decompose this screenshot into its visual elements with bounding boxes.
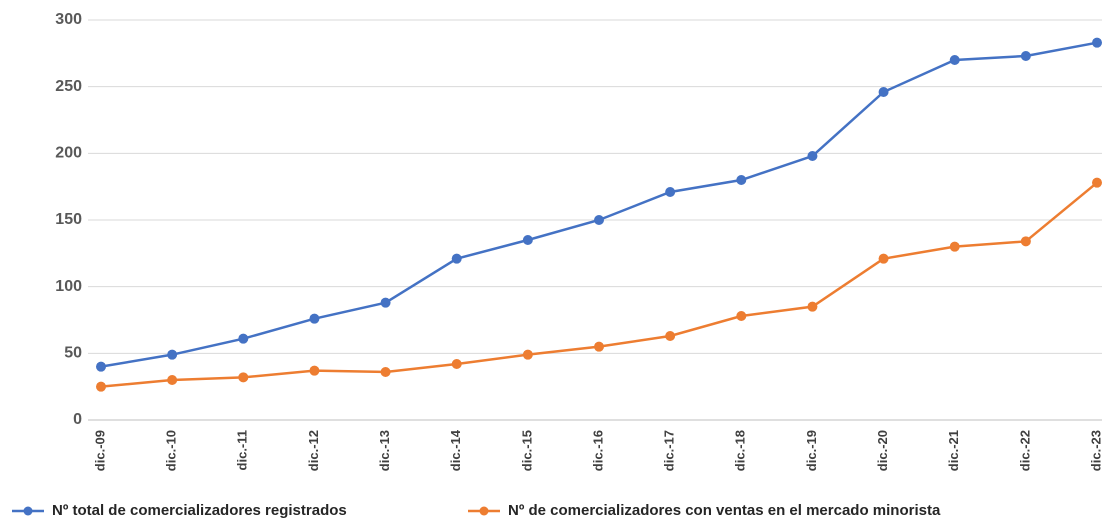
- data-point: [878, 87, 889, 97]
- legend-marker: [23, 506, 33, 516]
- data-point: [309, 313, 320, 324]
- data-point: [167, 375, 178, 385]
- x-tick-label: dic.-12: [306, 430, 321, 471]
- data-point: [594, 215, 604, 225]
- data-point: [238, 372, 249, 383]
- legend-label: Nº de comercializadores con ventas en el…: [508, 502, 941, 519]
- x-tick-label: dic.-16: [590, 430, 605, 471]
- x-tick-label: dic.-18: [733, 430, 748, 471]
- x-tick-label: dic.-20: [875, 430, 890, 471]
- data-point: [238, 333, 249, 344]
- series-line: [100, 181, 1098, 388]
- data-point: [96, 361, 106, 372]
- x-tick-label: dic.-23: [1088, 430, 1103, 471]
- data-point: [1092, 177, 1102, 188]
- legend-label: Nº total de comercializadores registrado…: [52, 502, 347, 519]
- y-tick-label: 100: [55, 278, 82, 295]
- data-point: [380, 367, 391, 377]
- y-tick-label: 200: [55, 145, 82, 162]
- data-point: [451, 253, 462, 264]
- data-point: [807, 301, 818, 312]
- data-point: [736, 175, 747, 185]
- data-point: [1020, 236, 1031, 247]
- legend-marker: [479, 506, 489, 516]
- data-point: [522, 349, 533, 360]
- x-tick-label: dic.-21: [946, 430, 961, 471]
- series-line: [100, 41, 1098, 368]
- x-tick-label: dic.-14: [448, 429, 463, 471]
- x-tick-label: dic.-10: [164, 430, 179, 471]
- data-point: [1092, 37, 1102, 48]
- x-tick-label: dic.-22: [1017, 430, 1032, 471]
- y-tick-label: 150: [55, 211, 82, 228]
- x-tick-label: dic.-09: [92, 430, 107, 471]
- y-tick-label: 300: [55, 11, 82, 28]
- data-point: [807, 151, 818, 161]
- data-point: [522, 235, 533, 245]
- data-point: [665, 187, 676, 197]
- x-tick-label: dic.-17: [662, 430, 677, 471]
- data-point: [451, 359, 462, 369]
- data-point: [594, 341, 604, 352]
- x-tick-label: dic.-19: [804, 430, 819, 471]
- data-point: [736, 311, 747, 321]
- data-point: [949, 55, 960, 65]
- y-tick-label: 0: [73, 411, 82, 428]
- data-point: [665, 331, 676, 341]
- data-point: [380, 297, 391, 308]
- data-point: [1020, 51, 1031, 61]
- y-tick-label: 50: [64, 345, 82, 362]
- x-tick-label: dic.-15: [519, 430, 534, 471]
- data-point: [96, 381, 106, 392]
- data-point: [167, 349, 178, 360]
- x-tick-label: dic.-13: [377, 430, 392, 471]
- x-tick-label: dic.-11: [235, 430, 250, 470]
- data-point: [309, 365, 320, 376]
- y-tick-label: 250: [55, 78, 82, 95]
- data-point: [949, 241, 960, 252]
- data-point: [878, 253, 889, 264]
